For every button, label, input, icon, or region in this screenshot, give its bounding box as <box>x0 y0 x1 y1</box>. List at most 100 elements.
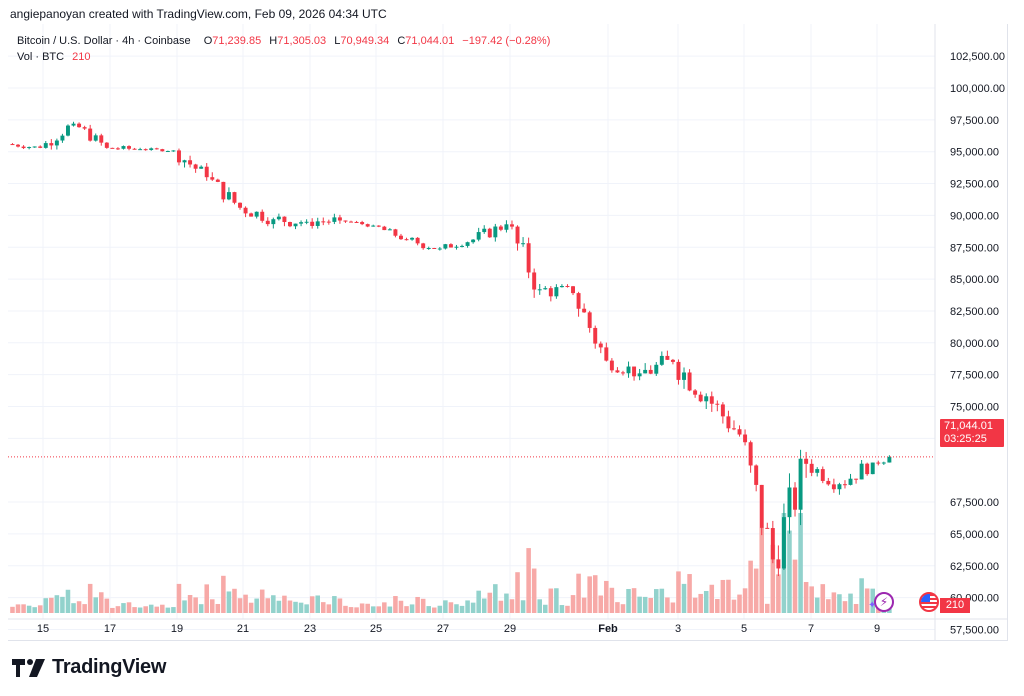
volume-bar <box>32 607 37 613</box>
candle-body <box>337 217 342 221</box>
volume-bar <box>448 602 454 613</box>
volume-bar <box>321 602 326 613</box>
volume-bar <box>859 578 864 613</box>
volume-label[interactable]: Vol · BTC <box>17 51 65 63</box>
volume-bar <box>831 592 837 613</box>
price-axis-label: 102,500.00 <box>950 51 1005 63</box>
volume-bar <box>642 596 648 613</box>
volume-bar <box>121 603 126 613</box>
candle-body <box>249 213 254 217</box>
candle-body <box>437 248 442 250</box>
volume-bar <box>104 598 110 613</box>
volume-bar <box>454 604 459 613</box>
volume-bar <box>248 602 254 613</box>
volume-bar <box>498 600 504 613</box>
candle-body <box>837 484 842 490</box>
candle-body <box>165 150 170 152</box>
candle-body <box>709 396 714 404</box>
price-axis-label: 100,000.00 <box>950 83 1005 95</box>
volume-bar <box>359 603 365 613</box>
candle-body <box>43 143 48 148</box>
volume-bar <box>298 602 304 613</box>
volume-bar <box>71 603 76 613</box>
volume-bar <box>370 606 376 613</box>
candle-body <box>238 202 242 208</box>
volume-bar <box>515 572 520 613</box>
volume-bar <box>698 593 703 613</box>
candle-body <box>565 285 570 287</box>
candle-body <box>798 458 803 510</box>
volume-bar <box>171 607 176 613</box>
candle-body <box>831 484 836 490</box>
candle-body <box>465 242 470 246</box>
chart-legend: Bitcoin / U.S. Dollar · 4h · Coinbase O7… <box>17 33 550 65</box>
volume-bar <box>87 583 93 613</box>
candle-body <box>615 370 620 373</box>
volume-bar <box>570 595 576 613</box>
volume-bar <box>803 581 809 613</box>
symbol-label[interactable]: Bitcoin / U.S. Dollar · 4h · Coinbase <box>17 35 191 47</box>
candle-body <box>754 465 759 485</box>
price-axis-label: 82,500.00 <box>950 306 999 318</box>
candle-body <box>382 226 387 231</box>
candle-body <box>32 146 37 148</box>
volume-bar <box>848 593 853 613</box>
volume-bar <box>387 606 393 613</box>
price-axis-label: 75,000.00 <box>950 402 999 414</box>
volume-bar <box>592 575 598 613</box>
volume-bar <box>21 604 26 613</box>
candle-body <box>670 359 675 362</box>
volume-bar <box>459 605 465 613</box>
volume-bar <box>620 604 626 613</box>
volume-bar <box>670 602 676 613</box>
candle-body <box>149 148 154 150</box>
volume-bar <box>237 598 243 613</box>
volume-bar <box>265 598 271 613</box>
volume-bar <box>210 599 215 613</box>
us-flag-icon[interactable] <box>919 592 939 612</box>
volume-bar <box>398 600 404 613</box>
volume-bar <box>43 598 49 613</box>
volume-bar <box>742 588 748 613</box>
volume-bar <box>304 604 309 613</box>
candle-body <box>404 239 409 241</box>
volume-bar <box>537 599 542 613</box>
candle-body <box>432 247 437 249</box>
volume-tag: 210 <box>940 598 970 613</box>
volume-bar <box>221 575 226 613</box>
candle-body <box>104 142 109 148</box>
volume-bar <box>182 600 187 613</box>
sparkle-icon: ✦ <box>868 600 877 611</box>
volume-bar <box>243 594 248 613</box>
candle-body <box>10 144 15 146</box>
candle-body <box>38 146 43 148</box>
volume-bar <box>493 584 498 613</box>
candle-body <box>759 484 764 528</box>
volume-bar <box>770 544 776 613</box>
candle-body <box>171 150 176 152</box>
volume-bar <box>864 588 870 613</box>
price-axis-label: 90,000.00 <box>950 210 999 222</box>
volume-bar <box>853 603 859 613</box>
lightning-bolt-icon[interactable]: ⚡ <box>874 592 894 612</box>
candle-body <box>121 146 126 149</box>
candle-body <box>532 272 537 290</box>
volume-bar <box>215 603 221 613</box>
volume-bar <box>76 601 82 613</box>
volume-bar <box>676 571 681 613</box>
volume-bar <box>365 603 370 613</box>
volume-bar <box>148 604 154 613</box>
volume-bar <box>626 588 631 613</box>
volume-bar <box>659 588 665 613</box>
volume-bar <box>193 597 198 613</box>
candle-body <box>665 355 670 360</box>
volume-bar <box>809 586 814 613</box>
price-axis-label: 97,500.00 <box>950 115 999 127</box>
volume-bar <box>737 594 742 613</box>
tradingview-logo[interactable]: TradingView <box>12 656 166 679</box>
open-label: O <box>203 35 213 47</box>
volume-bar <box>259 589 265 613</box>
time-axis-label: 15 <box>37 623 49 635</box>
candle-body <box>576 293 581 309</box>
